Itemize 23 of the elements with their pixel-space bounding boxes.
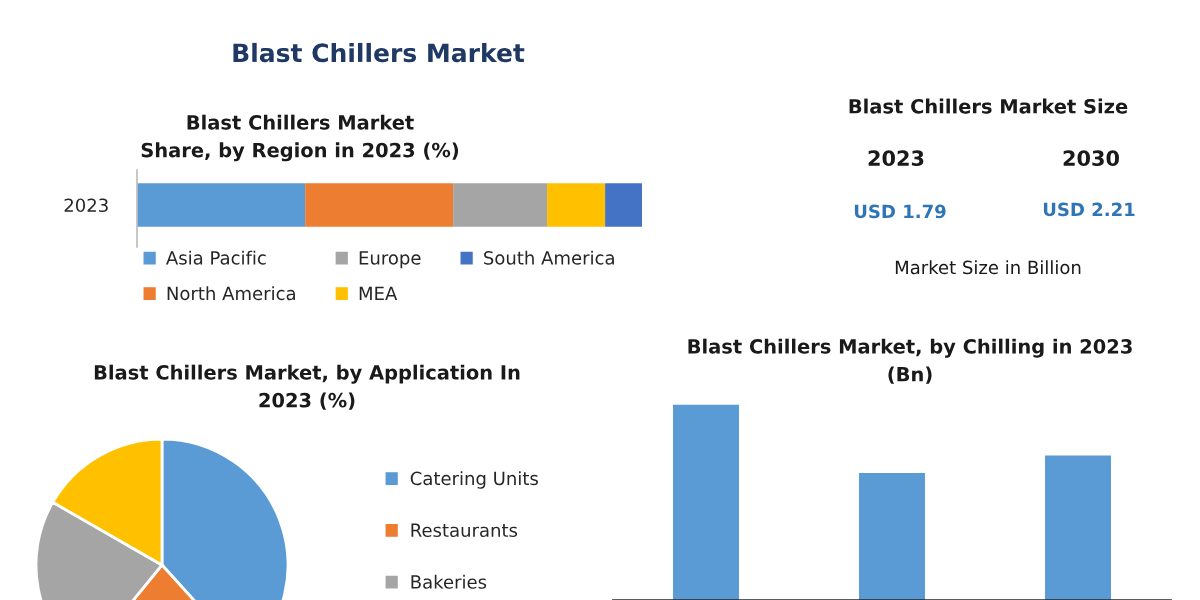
text: USD 2.21	[1043, 202, 1135, 217]
legend-label: Catering Units	[410, 471, 538, 489]
chart-title: Blast Chillers Market Share, by Region in 2023 (%)	[141, 114, 459, 162]
bar	[453, 183, 548, 227]
text: Blast Chillers Market Size	[849, 98, 1128, 114]
legend-label: Bakeries	[411, 574, 487, 589]
bar	[547, 183, 606, 227]
legend-label: North America	[167, 286, 295, 301]
text: 2030	[1063, 150, 1119, 167]
text: USD 1.79	[854, 204, 946, 219]
legend-label: Asia Pacific	[166, 250, 266, 265]
chart-title: Blast Chillers Market, by Chilling in 2023 (Bn)	[688, 338, 1132, 384]
text: Blast Chillers Market	[233, 42, 525, 63]
text: 2023	[868, 150, 924, 167]
chart-title: Blast Chillers Market, by Application In 2023 (%)	[94, 364, 520, 410]
bar	[605, 183, 642, 227]
bar	[137, 183, 306, 227]
legend-label: Europe	[359, 251, 421, 269]
legend-label: South America	[484, 250, 614, 265]
text: Market Size in Billion	[895, 260, 1081, 275]
legend-label: Restaurants	[411, 523, 518, 538]
legend-label: MEA	[359, 286, 398, 300]
bar	[305, 183, 454, 227]
